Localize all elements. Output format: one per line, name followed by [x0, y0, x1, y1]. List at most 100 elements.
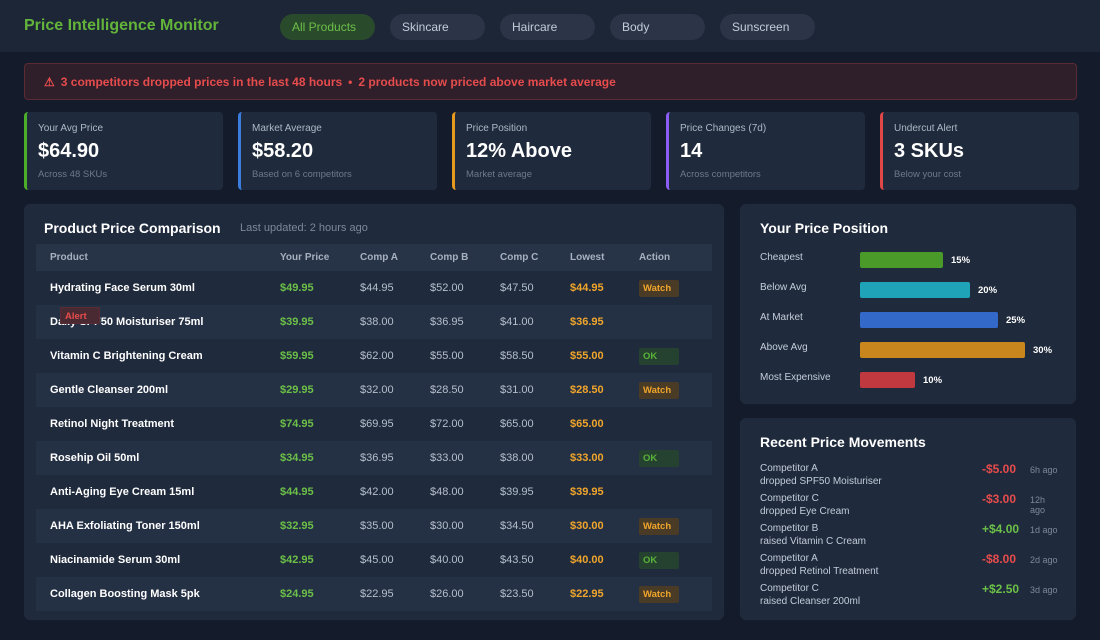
- alert-separator: •: [348, 75, 353, 89]
- cell-action: OK: [639, 441, 712, 475]
- cell-product: Gentle Cleanser 200ml: [36, 373, 280, 407]
- filter-sunscreen[interactable]: Sunscreen: [720, 14, 815, 40]
- col-comp-c[interactable]: Comp C: [500, 244, 570, 271]
- table-row[interactable]: Rosehip Oil 50ml $34.95 $36.95 $33.00 $38.00…: [36, 441, 712, 475]
- table-row[interactable]: Hydrating Face Serum 30ml $49.95 $44.95 $52…: [36, 271, 712, 305]
- action-badge[interactable]: Watch: [639, 585, 679, 603]
- comparison-title: Product Price Comparison: [44, 220, 221, 236]
- cell-comp-b: $55.00: [430, 350, 464, 362]
- cell-your-price: $29.95: [280, 373, 360, 407]
- movement-item: Competitor C raised Cleanser 200ml +$2.50 3…: [760, 582, 1060, 612]
- table-row[interactable]: AHA Exfoliating Toner 150ml $32.95 $35.00 $…: [36, 509, 712, 543]
- action-badge[interactable]: OK: [639, 449, 679, 467]
- cell-lowest: $22.95: [570, 577, 639, 611]
- position-label: Most Expensive: [760, 372, 831, 383]
- alert-text-products: 2 products now priced above market avera…: [358, 75, 616, 89]
- filter-all-products[interactable]: All Products: [280, 14, 375, 40]
- action-badge[interactable]: OK: [639, 347, 679, 365]
- comparison-panel: [24, 204, 724, 620]
- cell-lowest: $65.00: [570, 418, 604, 430]
- cell-comp-b: $72.00: [430, 418, 464, 430]
- position-bar: [860, 312, 998, 328]
- cell-action: Alert: [60, 305, 712, 339]
- action-badge[interactable]: OK: [639, 551, 679, 569]
- col-comp-a[interactable]: Comp A: [360, 244, 430, 271]
- kpi-label: Your Avg Price: [38, 123, 104, 134]
- action-badge[interactable]: Alert: [60, 307, 100, 324]
- kpi-sub: Below your cost: [894, 169, 962, 180]
- alert-text-competitors: 3 competitors dropped prices in the last…: [60, 75, 343, 89]
- cell-your-price: $44.95: [280, 486, 314, 498]
- action-badge[interactable]: Watch: [639, 381, 679, 399]
- kpi-sub: Market average: [466, 169, 533, 180]
- cell-lowest: $33.00: [570, 441, 639, 475]
- col-comp-b[interactable]: Comp B: [430, 244, 500, 271]
- col-lowest[interactable]: Lowest: [570, 244, 639, 271]
- cell-comp-a: $45.00: [360, 554, 394, 566]
- cell-product: AHA Exfoliating Toner 150ml: [36, 509, 280, 543]
- cell-comp-a: $44.95: [360, 282, 394, 294]
- movement-description: raised Vitamin C Cream: [760, 536, 866, 547]
- cell-comp-c: $39.95: [500, 486, 534, 498]
- kpi-label: Price Position: [466, 123, 528, 134]
- cell-comp-b: $30.00: [430, 509, 500, 543]
- warning-icon: ⚠: [44, 75, 55, 89]
- col-product[interactable]: Product: [36, 244, 280, 271]
- kpi-label: Market Average: [252, 123, 322, 134]
- cell-comp-c: $38.00: [500, 441, 570, 475]
- table-row[interactable]: Daily SPF50 Moisturiser 75ml $39.95 $38.00…: [36, 305, 712, 339]
- action-badge[interactable]: Watch: [639, 517, 679, 535]
- table-row[interactable]: Gentle Cleanser 200ml $29.95 $32.00 $28.50 $…: [36, 373, 712, 407]
- table-row[interactable]: Niacinamide Serum 30ml $42.95 $45.00 $40.00…: [36, 543, 712, 577]
- cell-lowest: $36.95: [570, 305, 639, 339]
- filter-body[interactable]: Body: [610, 14, 705, 40]
- movement-description: dropped Retinol Treatment: [760, 566, 879, 577]
- position-title: Your Price Position: [760, 220, 889, 236]
- kpi-market-average: Market Average $58.20 Based on 6 competi…: [238, 112, 437, 190]
- movement-amount: -$3.00: [982, 492, 1017, 506]
- cell-comp-c: $34.50: [500, 509, 570, 543]
- kpi-sub: Across 48 SKUs: [38, 169, 108, 180]
- filter-haircare[interactable]: Haircare: [500, 14, 595, 40]
- movement-item: Competitor C dropped Eye Cream -$3.00 12h a…: [760, 492, 1060, 522]
- kpi-value: $64.90: [38, 140, 100, 162]
- filter-skincare[interactable]: Skincare: [390, 14, 485, 40]
- alert-banner: ⚠ 3 competitors dropped prices in the las…: [24, 63, 1077, 100]
- position-row: At Market 25%: [760, 310, 1060, 330]
- cell-comp-c: $47.50: [500, 282, 534, 294]
- table-row[interactable]: Collagen Boosting Mask 5pk $24.95 $22.95 $2…: [36, 577, 712, 611]
- action-badge[interactable]: Watch: [639, 279, 679, 297]
- cell-product: Niacinamide Serum 30ml: [50, 554, 181, 566]
- movement-description: dropped Eye Cream: [760, 506, 850, 517]
- cell-comp-a: $36.95: [360, 441, 430, 475]
- cell-comp-c: $31.00: [500, 373, 570, 407]
- kpi-price-position: Price Position 12% Above Market average: [452, 112, 651, 190]
- cell-lowest: $39.95: [570, 486, 604, 498]
- cell-action: Watch: [639, 509, 712, 543]
- cell-comp-c: $41.00: [500, 305, 570, 339]
- movement-amount: -$5.00: [982, 462, 1017, 476]
- cell-comp-a: $42.00: [360, 486, 394, 498]
- col-your-price[interactable]: Your Price: [280, 244, 360, 271]
- cell-comp-b: $48.00: [430, 486, 464, 498]
- col-action[interactable]: Action: [639, 244, 712, 271]
- position-percent: 25%: [1006, 315, 1026, 326]
- table-row[interactable]: Anti-Aging Eye Cream 15ml $44.95 $42.00 $48…: [36, 307, 712, 509]
- movement-item: Competitor B raised Vitamin C Cream +$4.00…: [760, 522, 1060, 552]
- table-row[interactable]: Vitamin C Brightening Cream $59.95 $62.00 $…: [36, 339, 712, 373]
- movement-amount: +$4.00: [982, 522, 1020, 536]
- table-row[interactable]: Retinol Night Treatment $74.95 $69.95 $72.0…: [36, 307, 712, 441]
- cell-your-price: $34.95: [280, 441, 360, 475]
- cell-product: Collagen Boosting Mask 5pk: [36, 577, 280, 611]
- cell-action: OK: [639, 339, 712, 373]
- cell-comp-a: $35.00: [360, 509, 430, 543]
- movement-description: dropped SPF50 Moisturiser: [760, 476, 882, 487]
- cell-comp-a: $69.95: [360, 418, 394, 430]
- cell-your-price: $24.95: [280, 577, 360, 611]
- position-label: At Market: [760, 312, 803, 323]
- cell-your-price: $32.95: [280, 509, 360, 543]
- position-percent: 15%: [951, 255, 971, 266]
- position-row: Below Avg 20%: [760, 280, 1060, 300]
- movement-time: 12h ago: [1030, 495, 1046, 515]
- position-label: Above Avg: [760, 342, 808, 353]
